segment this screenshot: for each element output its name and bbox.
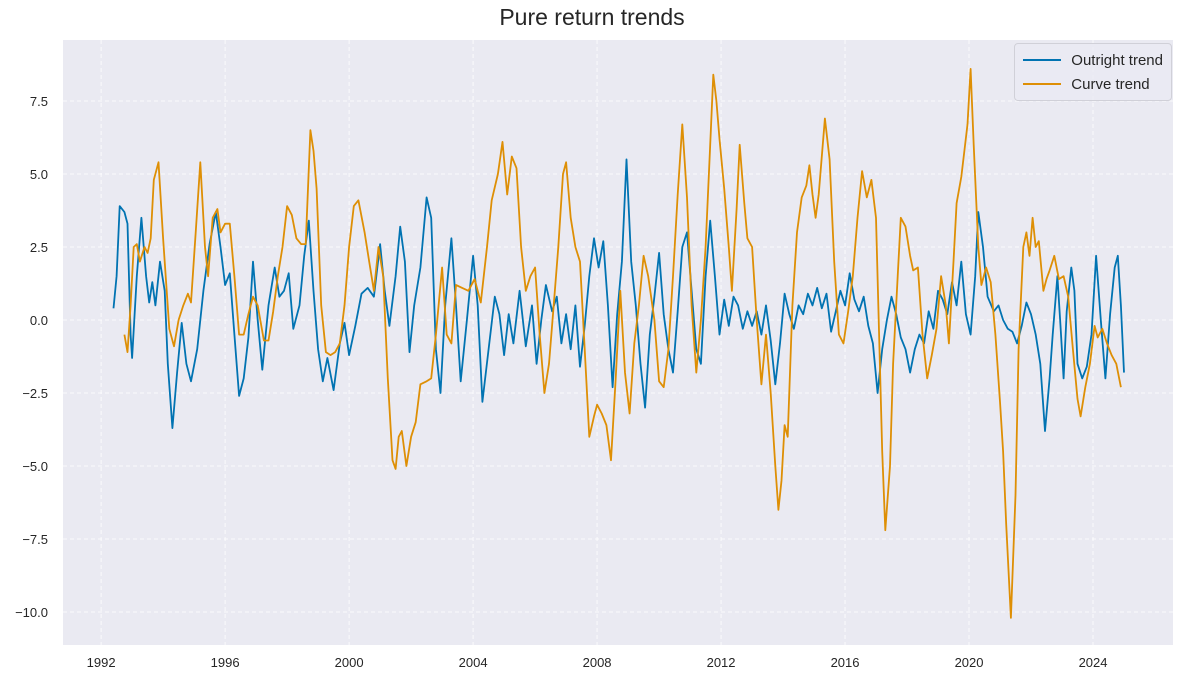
series-line-1 (123, 68, 1122, 619)
y-tick-label: −10.0 (15, 605, 48, 620)
x-tick-label: 1996 (211, 655, 240, 670)
legend-label: Curve trend (1071, 75, 1150, 93)
y-tick-label: 5.0 (30, 167, 48, 182)
grid-lines (63, 40, 1173, 645)
y-tick-label: 0.0 (30, 313, 48, 328)
y-tick-label: 7.5 (30, 94, 48, 109)
x-tick-label: 2008 (583, 655, 612, 670)
legend-item-curve: Curve trend (1023, 72, 1163, 96)
x-tick-label: 1992 (87, 655, 116, 670)
y-tick-label: −7.5 (22, 532, 48, 547)
series-layer (112, 68, 1125, 619)
x-tick-label: 2000 (335, 655, 364, 670)
x-tick-label: 2016 (831, 655, 860, 670)
y-tick-label: −2.5 (22, 386, 48, 401)
chart-title: Pure return trends (499, 4, 685, 30)
legend-line-icon (1023, 59, 1062, 61)
legend-item-outright: Outright trend (1023, 48, 1163, 72)
legend-line-icon (1023, 83, 1062, 85)
y-tick-label: 2.5 (30, 240, 48, 255)
x-axis: 1992 1996 2000 2004 2008 2012 2016 2020 2024 (87, 655, 1108, 670)
legend-label: Outright trend (1071, 51, 1163, 69)
y-tick-label: −5.0 (22, 459, 48, 474)
x-tick-label: 2012 (707, 655, 736, 670)
y-axis: −10.0 −7.5 −5.0 −2.5 0.0 2.5 5.0 7.5 (15, 94, 48, 620)
legend: Outright trend Curve trend (1014, 43, 1172, 101)
x-tick-label: 2004 (459, 655, 488, 670)
x-tick-label: 2024 (1079, 655, 1108, 670)
x-tick-label: 2020 (955, 655, 984, 670)
series-line-0 (112, 158, 1125, 432)
